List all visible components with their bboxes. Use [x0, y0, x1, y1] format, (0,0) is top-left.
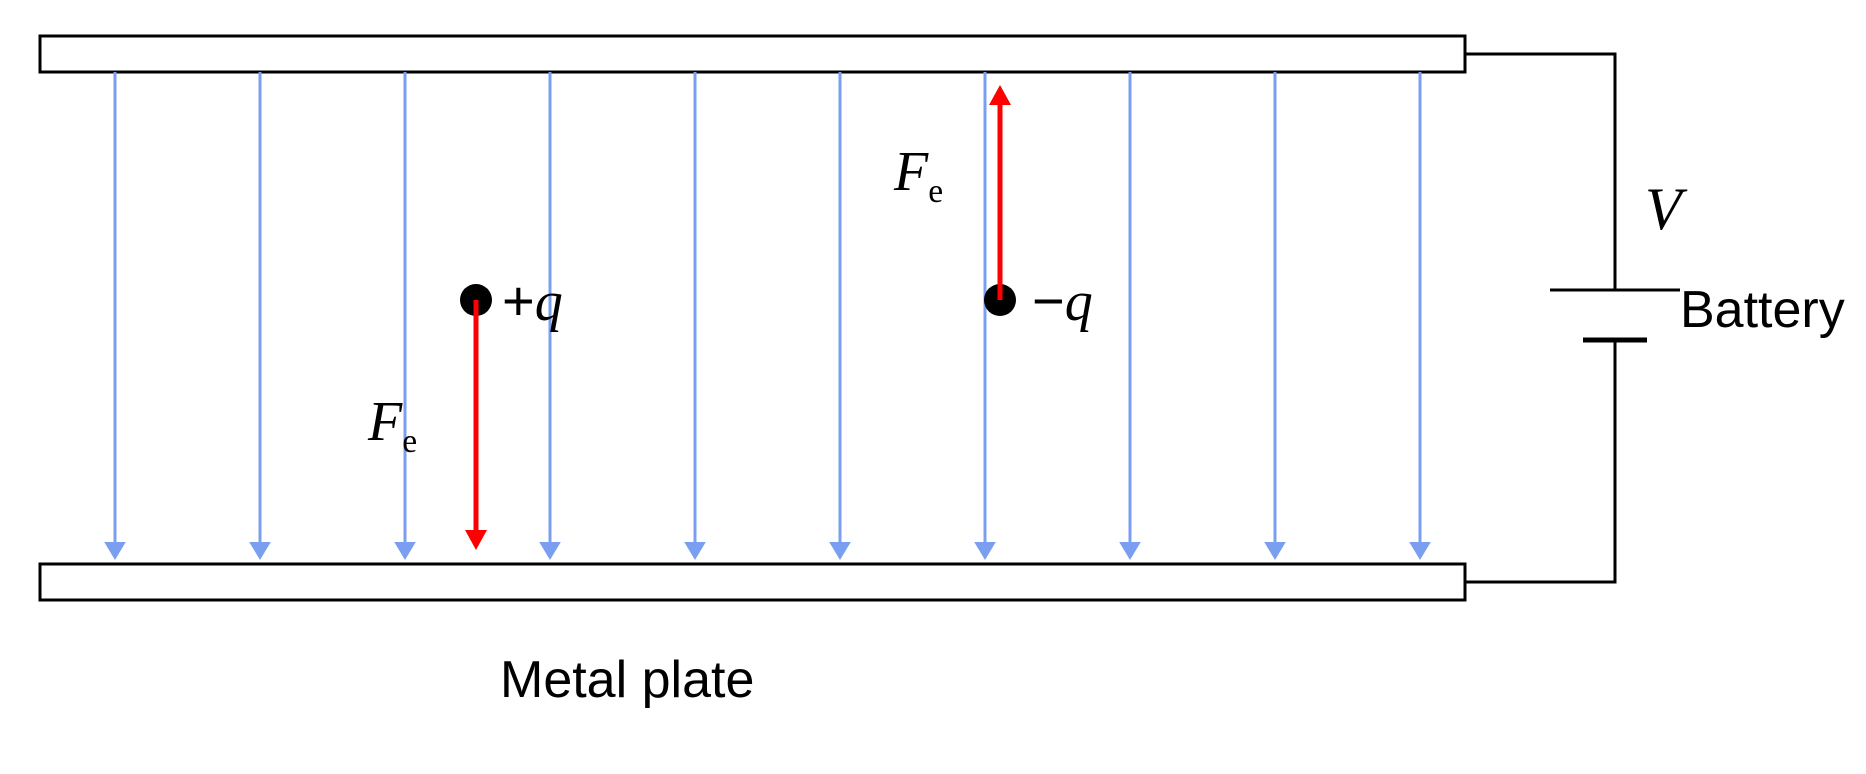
positive-charge-force-head: [465, 530, 487, 550]
battery-wire-top: [1465, 54, 1615, 290]
field-arrowhead: [1264, 542, 1286, 560]
field-arrowhead: [1119, 542, 1141, 560]
bottom-plate: [40, 564, 1465, 600]
voltage-label: V: [1645, 175, 1682, 244]
field-arrowhead: [249, 542, 271, 560]
battery-label: Battery: [1680, 280, 1845, 340]
field-arrowhead: [829, 542, 851, 560]
positive-charge-label: +q: [502, 268, 563, 334]
field-arrowhead: [104, 542, 126, 560]
top-plate: [40, 36, 1465, 72]
field-arrowhead: [539, 542, 561, 560]
field-arrowhead: [1409, 542, 1431, 560]
force-label-negative: Fe: [894, 140, 943, 211]
field-arrowhead: [684, 542, 706, 560]
battery-wire-bottom: [1465, 340, 1615, 582]
field-arrowhead: [974, 542, 996, 560]
diagram-canvas: [0, 0, 1866, 774]
negative-charge-label: −q: [1032, 268, 1093, 334]
metal-plate-label: Metal plate: [500, 650, 754, 710]
force-label-positive: Fe: [368, 390, 417, 461]
field-arrowhead: [394, 542, 416, 560]
negative-charge-force-head: [989, 85, 1011, 105]
